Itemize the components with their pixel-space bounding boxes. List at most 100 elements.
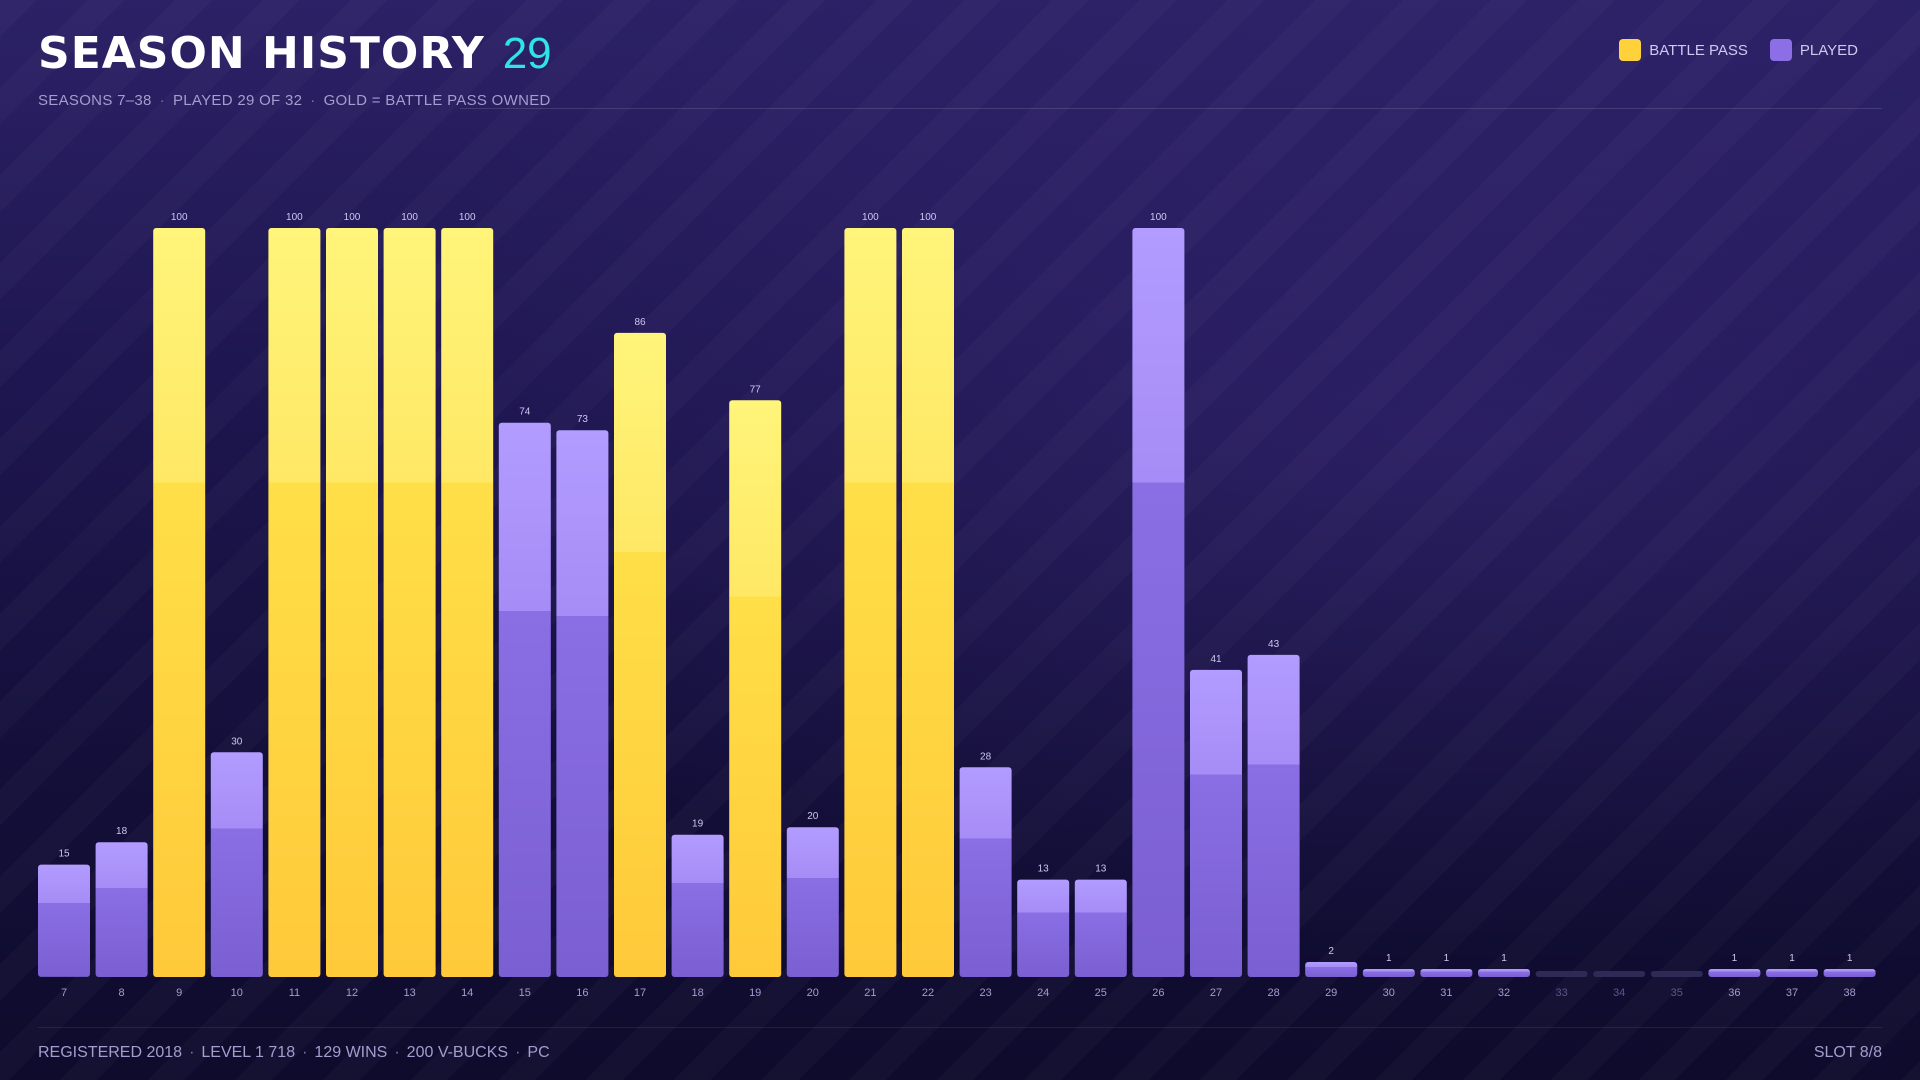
bar-season-12 [326, 228, 378, 977]
bar-season-22 [902, 228, 954, 977]
bar-season-36 [1708, 969, 1761, 977]
footer-slot: SLOT 8/8 [1813, 1044, 1882, 1061]
value-label-season-31: 1 [1444, 953, 1450, 964]
bar-season-24 [1017, 879, 1070, 977]
tick-label-season-32: 32 [1498, 987, 1510, 999]
value-label-season-30: 1 [1386, 953, 1392, 964]
value-label-season-11: 100 [286, 212, 303, 223]
tick-label-season-13: 13 [403, 987, 415, 999]
value-label-season-8: 18 [116, 826, 128, 837]
value-label-season-36: 1 [1732, 953, 1738, 964]
chart-legend: BATTLE PASS PLAYED [1619, 39, 1858, 61]
value-label-season-13: 100 [401, 212, 418, 223]
footer-divider [38, 1027, 1882, 1028]
value-label-season-15: 74 [519, 407, 531, 418]
bar-season-25 [1074, 879, 1127, 977]
tick-label-season-26: 26 [1152, 987, 1164, 999]
bar-season-38 [1823, 969, 1876, 977]
tick-label-season-9: 9 [176, 987, 182, 999]
tick-label-season-23: 23 [979, 987, 991, 999]
value-label-season-23: 28 [980, 751, 992, 762]
value-label-season-19: 77 [750, 384, 762, 395]
value-label-season-16: 73 [577, 414, 589, 425]
bar-season-16 [556, 430, 609, 977]
tick-label-season-33: 33 [1555, 987, 1567, 999]
legend-swatch-battle-pass [1619, 39, 1642, 61]
tick-label-season-16: 16 [576, 987, 588, 999]
tick-label-season-19: 19 [749, 987, 761, 999]
tick-label-season-29: 29 [1325, 987, 1337, 999]
legend-swatch-played [1769, 39, 1792, 61]
tick-label-season-18: 18 [691, 987, 703, 999]
value-label-season-32: 1 [1501, 953, 1507, 964]
tick-label-season-28: 28 [1267, 987, 1279, 999]
value-label-season-38: 1 [1847, 953, 1853, 964]
bar-season-32 [1478, 969, 1530, 977]
bar-season-34 [1593, 971, 1646, 977]
tick-label-season-27: 27 [1210, 987, 1222, 999]
tick-label-season-8: 8 [119, 987, 125, 999]
bar-season-19 [729, 400, 782, 977]
bar-season-11 [268, 228, 321, 977]
tick-label-season-17: 17 [634, 987, 646, 999]
value-label-season-14: 100 [459, 212, 476, 223]
tick-label-season-38: 38 [1843, 987, 1855, 999]
value-label-season-29: 2 [1328, 946, 1334, 957]
value-label-season-10: 30 [231, 736, 243, 747]
value-label-season-28: 43 [1268, 639, 1280, 650]
footer-registered: REGISTERED 2018 [38, 1044, 183, 1061]
tick-label-season-31: 31 [1440, 987, 1452, 999]
legend-label-battle-pass: BATTLE PASS [1649, 41, 1748, 59]
bar-season-30 [1362, 969, 1415, 977]
legend-item-battle-pass: BATTLE PASS [1619, 39, 1748, 61]
bar-season-18 [671, 834, 724, 977]
bar-season-28 [1247, 654, 1300, 977]
tick-label-season-22: 22 [922, 987, 934, 999]
bar-season-23 [959, 767, 1012, 977]
tick-label-season-20: 20 [807, 987, 819, 999]
page-title: SEASON HISTORY [38, 28, 485, 79]
tick-label-season-37: 37 [1786, 987, 1798, 999]
bar-season-27 [1190, 669, 1242, 977]
value-label-season-17: 86 [634, 317, 646, 328]
bar-season-21 [844, 228, 897, 977]
bar-season-9 [153, 228, 206, 977]
value-label-season-26: 100 [1150, 212, 1167, 223]
bar-season-29 [1305, 962, 1358, 977]
page-subtitle: SEASONS 7–38 · PLAYED 29 OF 32 · GOLD = BATT… [38, 92, 551, 109]
tick-label-season-15: 15 [519, 987, 531, 999]
bar-season-35 [1650, 971, 1703, 977]
tick-label-season-30: 30 [1383, 987, 1395, 999]
legend-label-played: PLAYED [1799, 41, 1858, 59]
tick-label-season-25: 25 [1095, 987, 1107, 999]
value-label-season-7: 15 [58, 849, 70, 860]
seasons-played-count: 29 [502, 29, 552, 78]
tick-label-season-14: 14 [461, 987, 473, 999]
bar-season-20 [786, 827, 839, 977]
value-label-season-22: 100 [920, 212, 937, 223]
subtitle-played-count: PLAYED 29 OF 32 [172, 92, 303, 109]
subtitle-gold-note: GOLD = BATTLE PASS OWNED [323, 92, 551, 109]
bar-season-31 [1420, 969, 1473, 977]
tick-label-season-21: 21 [864, 987, 876, 999]
tick-label-season-7: 7 [61, 987, 67, 999]
tick-label-season-34: 34 [1613, 987, 1625, 999]
tick-label-season-36: 36 [1728, 987, 1740, 999]
value-label-season-37: 1 [1789, 953, 1795, 964]
value-label-season-25: 13 [1095, 864, 1107, 875]
bar-season-10 [210, 752, 263, 977]
tick-label-season-24: 24 [1037, 987, 1049, 999]
footer-level: LEVEL 1 718 [201, 1044, 296, 1061]
footer-vbucks: 200 V-BUCKS [406, 1044, 509, 1061]
bar-season-8 [95, 842, 148, 977]
value-label-season-18: 19 [692, 819, 704, 830]
tick-label-season-11: 11 [289, 987, 300, 999]
header: SEASON HISTORY 29 [38, 28, 552, 79]
value-label-season-21: 100 [862, 212, 879, 223]
bar-season-26 [1132, 228, 1185, 977]
footer-platform: PC [527, 1044, 550, 1061]
bar-season-37 [1766, 969, 1818, 977]
legend-item-played: PLAYED [1769, 39, 1858, 61]
bar-season-13 [383, 228, 436, 977]
